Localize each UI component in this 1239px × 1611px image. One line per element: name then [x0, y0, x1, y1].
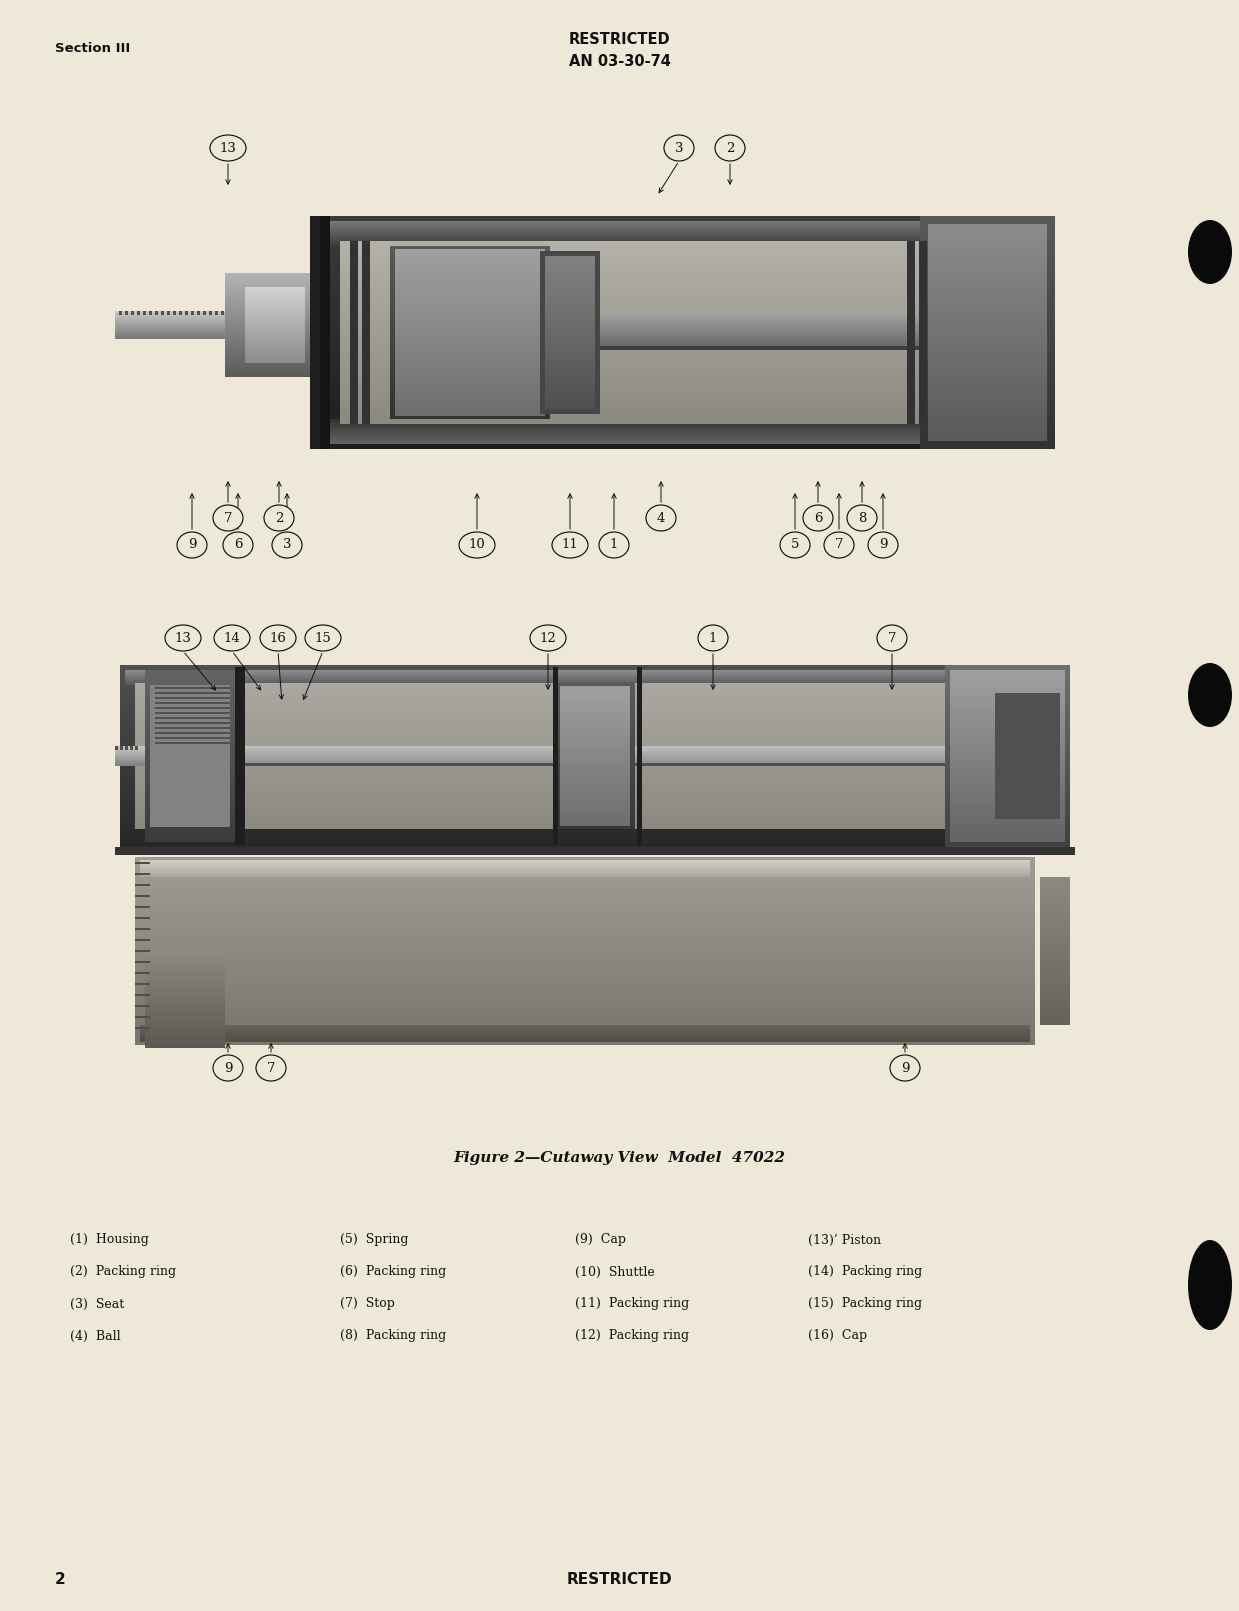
Ellipse shape — [890, 1055, 921, 1081]
Ellipse shape — [213, 1055, 243, 1081]
Text: (14)  Packing ring: (14) Packing ring — [808, 1266, 922, 1279]
Ellipse shape — [458, 532, 496, 557]
Ellipse shape — [877, 625, 907, 651]
Text: 7: 7 — [888, 632, 896, 644]
Ellipse shape — [264, 504, 294, 532]
Ellipse shape — [715, 135, 745, 161]
Text: 1: 1 — [709, 632, 717, 644]
Text: 7: 7 — [224, 512, 232, 525]
Text: AN 03-30-74: AN 03-30-74 — [569, 55, 670, 69]
Text: (2)  Packing ring: (2) Packing ring — [69, 1266, 176, 1279]
Ellipse shape — [1188, 221, 1232, 284]
Text: 15: 15 — [315, 632, 331, 644]
Text: 6: 6 — [814, 512, 823, 525]
Ellipse shape — [260, 625, 296, 651]
Text: 1: 1 — [610, 538, 618, 551]
Text: 4: 4 — [657, 512, 665, 525]
Ellipse shape — [165, 625, 201, 651]
Text: (8)  Packing ring: (8) Packing ring — [339, 1329, 446, 1342]
Text: (15)  Packing ring: (15) Packing ring — [808, 1297, 922, 1310]
Ellipse shape — [1188, 664, 1232, 727]
Ellipse shape — [664, 135, 694, 161]
Text: (3)  Seat: (3) Seat — [69, 1297, 124, 1310]
Text: Figure 2—Cutaway View  Model  47022: Figure 2—Cutaway View Model 47022 — [453, 1150, 786, 1165]
Text: 2: 2 — [726, 142, 735, 155]
Ellipse shape — [256, 1055, 286, 1081]
Text: 7: 7 — [835, 538, 844, 551]
Text: RESTRICTED: RESTRICTED — [566, 1571, 673, 1587]
Text: 9: 9 — [901, 1062, 909, 1075]
Ellipse shape — [273, 532, 302, 557]
Text: 13: 13 — [175, 632, 192, 644]
Text: (9)  Cap: (9) Cap — [575, 1234, 626, 1247]
Ellipse shape — [553, 532, 589, 557]
Ellipse shape — [781, 532, 810, 557]
Ellipse shape — [214, 625, 250, 651]
Ellipse shape — [847, 504, 877, 532]
Text: 5: 5 — [790, 538, 799, 551]
Text: 9: 9 — [878, 538, 887, 551]
Text: (7)  Stop: (7) Stop — [339, 1297, 395, 1310]
Text: 16: 16 — [270, 632, 286, 644]
Ellipse shape — [803, 504, 833, 532]
Text: (5)  Spring: (5) Spring — [339, 1234, 409, 1247]
Text: 12: 12 — [540, 632, 556, 644]
Text: RESTRICTED: RESTRICTED — [569, 32, 670, 47]
Text: (1)  Housing: (1) Housing — [69, 1234, 149, 1247]
Ellipse shape — [824, 532, 854, 557]
Text: (12)  Packing ring: (12) Packing ring — [575, 1329, 689, 1342]
Text: 11: 11 — [561, 538, 579, 551]
Text: 8: 8 — [857, 512, 866, 525]
Text: (10)  Shuttle: (10) Shuttle — [575, 1266, 654, 1279]
Ellipse shape — [177, 532, 207, 557]
Text: 3: 3 — [675, 142, 683, 155]
Text: (11)  Packing ring: (11) Packing ring — [575, 1297, 689, 1310]
Text: 7: 7 — [266, 1062, 275, 1075]
Ellipse shape — [698, 625, 729, 651]
Ellipse shape — [213, 504, 243, 532]
Text: 9: 9 — [188, 538, 196, 551]
Ellipse shape — [1188, 1240, 1232, 1331]
Text: Section III: Section III — [55, 42, 130, 55]
Text: 3: 3 — [282, 538, 291, 551]
Text: 9: 9 — [224, 1062, 232, 1075]
Text: 13: 13 — [219, 142, 237, 155]
Text: 10: 10 — [468, 538, 486, 551]
Text: (4)  Ball: (4) Ball — [69, 1329, 120, 1342]
Ellipse shape — [598, 532, 629, 557]
Text: (13)’ Piston: (13)’ Piston — [808, 1234, 881, 1247]
Ellipse shape — [530, 625, 566, 651]
Text: 2: 2 — [275, 512, 284, 525]
Text: 2: 2 — [55, 1571, 66, 1587]
Ellipse shape — [869, 532, 898, 557]
Ellipse shape — [209, 135, 247, 161]
Text: 14: 14 — [223, 632, 240, 644]
Ellipse shape — [305, 625, 341, 651]
Ellipse shape — [646, 504, 676, 532]
Text: (16)  Cap: (16) Cap — [808, 1329, 867, 1342]
Text: (6)  Packing ring: (6) Packing ring — [339, 1266, 446, 1279]
Ellipse shape — [223, 532, 253, 557]
Text: 6: 6 — [234, 538, 243, 551]
